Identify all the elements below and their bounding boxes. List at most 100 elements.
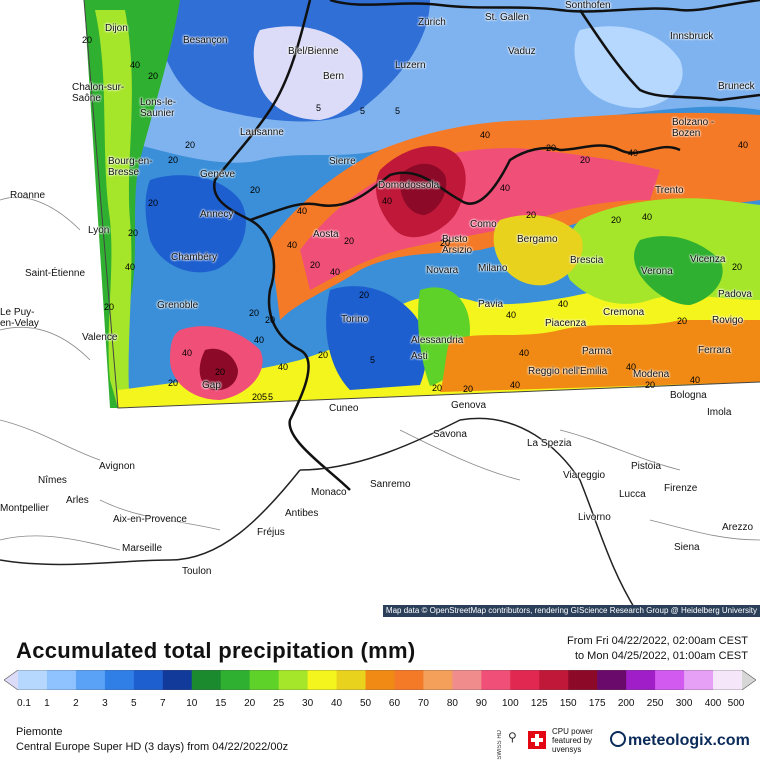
meteologix-logo[interactable]: meteologix.com xyxy=(610,731,750,750)
city-label[interactable]: St. Gallen xyxy=(485,12,529,23)
city-label[interactable]: Nîmes xyxy=(38,475,67,486)
color-scale-bar xyxy=(4,670,756,690)
city-label[interactable]: Marseille xyxy=(122,543,163,554)
tick-label: 300 xyxy=(675,698,693,709)
city-label[interactable]: Innsbruck xyxy=(670,31,714,42)
city-label[interactable]: Imola xyxy=(707,407,732,418)
city-label[interactable]: Bergamo xyxy=(517,234,558,245)
city-label[interactable]: Aosta xyxy=(313,229,339,240)
city-label[interactable]: Dijon xyxy=(105,23,128,34)
city-label[interactable]: Lons-le-Saunier xyxy=(140,97,177,119)
color-swatch xyxy=(278,670,309,690)
city-label[interactable]: Arles xyxy=(66,495,89,506)
color-swatch xyxy=(18,670,48,690)
city-label[interactable]: Ferrara xyxy=(698,345,731,356)
color-swatch xyxy=(684,670,714,690)
city-label[interactable]: Chambéry xyxy=(171,252,218,263)
tick-label: 80 xyxy=(446,698,458,709)
city-label[interactable]: Roanne xyxy=(10,190,46,201)
city-label[interactable]: Besançon xyxy=(183,35,228,46)
city-label[interactable]: Valence xyxy=(82,332,118,343)
cpu-line: featured by xyxy=(552,736,593,745)
city-label[interactable]: Bruneck xyxy=(718,81,755,92)
city-label[interactable]: Como xyxy=(470,219,497,230)
city-label[interactable]: Trento xyxy=(655,185,684,196)
contour-value: 20 xyxy=(526,210,537,220)
city-label[interactable]: Zürich xyxy=(418,17,446,28)
contour-value: 20 xyxy=(104,302,115,312)
city-label[interactable]: Savona xyxy=(433,429,467,440)
city-label[interactable]: Novara xyxy=(426,265,459,276)
city-label[interactable]: Saint-Étienne xyxy=(25,268,86,279)
city-label[interactable]: Biel/Bienne xyxy=(288,46,339,57)
city-label[interactable]: Sanremo xyxy=(370,479,411,490)
contour-value: 20 xyxy=(359,290,370,300)
color-swatch xyxy=(713,670,743,690)
contour-value: 20 xyxy=(82,35,93,45)
city-label[interactable]: Firenze xyxy=(664,483,698,494)
city-label[interactable]: Annecy xyxy=(200,209,234,220)
city-label[interactable]: Sierre xyxy=(329,156,356,167)
contour-value: 20 xyxy=(546,143,557,153)
tick-label: 15 xyxy=(215,698,227,709)
city-label[interactable]: Parma xyxy=(582,346,612,357)
city-label[interactable]: Siena xyxy=(674,542,700,553)
map-attribution[interactable]: Map data © OpenStreetMap contributors, r… xyxy=(382,605,760,617)
city-label[interactable]: Antibes xyxy=(285,508,319,519)
city-label[interactable]: Genova xyxy=(451,400,487,411)
city-label[interactable]: Le Puy-en-Velay xyxy=(0,307,39,329)
city-label[interactable]: Toulon xyxy=(182,566,212,577)
city-label[interactable]: Luzern xyxy=(395,60,426,71)
city-label[interactable]: Livorno xyxy=(578,512,611,523)
city-label[interactable]: Sonthofen xyxy=(565,0,611,11)
city-label[interactable]: Reggio nell'Emilia xyxy=(528,366,608,377)
city-label[interactable]: Cremona xyxy=(603,307,645,318)
city-label[interactable]: Cuneo xyxy=(329,403,359,414)
swiss-flag-icon xyxy=(528,731,546,749)
city-label[interactable]: Padova xyxy=(718,289,752,300)
city-label[interactable]: Fréjus xyxy=(257,527,285,538)
city-label[interactable]: Vaduz xyxy=(508,46,536,57)
city-label[interactable]: Piacenza xyxy=(545,318,587,329)
city-label[interactable]: Domodossola xyxy=(378,180,440,191)
city-label[interactable]: La Spezia xyxy=(527,438,572,449)
contour-value: 40 xyxy=(558,299,569,309)
city-label[interactable]: Alessandria xyxy=(411,335,464,346)
contour-value: 40 xyxy=(130,60,141,70)
city-label[interactable]: Rovigo xyxy=(712,315,744,326)
city-label[interactable]: Torino xyxy=(341,314,369,325)
city-label[interactable]: Lucca xyxy=(619,489,646,500)
city-label[interactable]: Monaco xyxy=(311,487,347,498)
city-label[interactable]: Modena xyxy=(633,369,670,380)
city-label[interactable]: Montpellier xyxy=(0,503,49,514)
city-label[interactable]: Pavia xyxy=(478,299,504,310)
tick-label: 125 xyxy=(530,698,548,709)
city-label[interactable]: Asti xyxy=(411,351,428,362)
city-label[interactable]: Avignon xyxy=(99,461,135,472)
city-label[interactable]: Busto Arsizio xyxy=(442,234,473,256)
city-label[interactable]: Vicenza xyxy=(690,254,726,265)
precipitation-map[interactable]: Dijon Besançon Biel/Bienne Zürich St. Ga… xyxy=(0,0,760,617)
city-label[interactable]: Lyon xyxy=(88,225,110,236)
city-label[interactable]: Viareggio xyxy=(563,470,606,481)
city-label[interactable]: Bern xyxy=(323,71,345,82)
city-label[interactable]: Brescia xyxy=(570,255,604,266)
city-label[interactable]: Pistoia xyxy=(631,461,662,472)
model-run-label: Central Europe Super HD (3 days) from 04… xyxy=(16,741,289,753)
contour-value: 20 xyxy=(463,384,474,394)
city-label[interactable]: Aix-en-Provence xyxy=(113,514,187,525)
city-label[interactable]: Chalon-sur-Saône xyxy=(72,82,125,104)
city-label[interactable]: Arezzo xyxy=(722,522,754,533)
city-label[interactable]: Bologna xyxy=(670,390,707,401)
city-label[interactable]: Bourg-en-Bresse xyxy=(108,156,153,178)
city-label[interactable]: Verona xyxy=(641,266,673,277)
contour-value: 40 xyxy=(330,267,341,277)
city-label[interactable]: Lausanne xyxy=(240,127,284,138)
city-label[interactable]: Gap xyxy=(202,380,221,391)
city-label[interactable]: Bolzano - Bozen xyxy=(672,117,715,139)
city-label[interactable]: Milano xyxy=(478,263,508,274)
city-label[interactable]: Grenoble xyxy=(157,300,199,311)
tick-label: 150 xyxy=(559,698,577,709)
city-label[interactable]: Genève xyxy=(200,169,236,180)
tick-label: 60 xyxy=(388,698,401,709)
